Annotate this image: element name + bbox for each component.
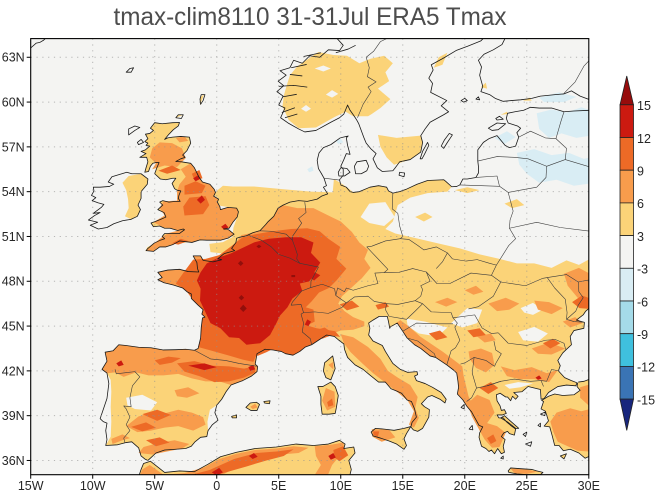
svg-text:-9: -9 — [637, 328, 648, 342]
svg-text:-6: -6 — [637, 295, 648, 309]
svg-text:54N: 54N — [2, 185, 25, 199]
svg-text:5W: 5W — [145, 479, 164, 492]
svg-text:15W: 15W — [18, 479, 44, 492]
svg-text:36N: 36N — [2, 454, 25, 468]
svg-text:63N: 63N — [2, 51, 25, 65]
svg-text:15: 15 — [637, 99, 651, 113]
svg-text:tmax-clim8110 31-31Jul ERA5 Tm: tmax-clim8110 31-31Jul ERA5 Tmax — [114, 4, 507, 32]
svg-text:60N: 60N — [2, 96, 25, 110]
svg-text:6: 6 — [637, 197, 644, 211]
svg-text:48N: 48N — [2, 275, 25, 289]
svg-text:20E: 20E — [454, 479, 476, 492]
svg-text:9: 9 — [637, 165, 644, 179]
svg-text:12: 12 — [637, 132, 651, 146]
svg-text:45N: 45N — [2, 320, 25, 334]
svg-text:0: 0 — [213, 479, 220, 492]
svg-text:-3: -3 — [637, 263, 648, 277]
svg-text:-15: -15 — [637, 393, 655, 407]
svg-text:39N: 39N — [2, 409, 25, 423]
svg-text:25E: 25E — [516, 479, 538, 492]
svg-text:10W: 10W — [80, 479, 106, 492]
svg-text:15E: 15E — [392, 479, 414, 492]
svg-text:30E: 30E — [578, 479, 600, 492]
svg-text:51N: 51N — [2, 230, 25, 244]
svg-text:3: 3 — [637, 230, 644, 244]
svg-text:10E: 10E — [330, 479, 352, 492]
svg-text:-12: -12 — [637, 361, 655, 375]
svg-text:42N: 42N — [2, 364, 25, 378]
svg-text:5E: 5E — [271, 479, 286, 492]
svg-text:57N: 57N — [2, 140, 25, 154]
